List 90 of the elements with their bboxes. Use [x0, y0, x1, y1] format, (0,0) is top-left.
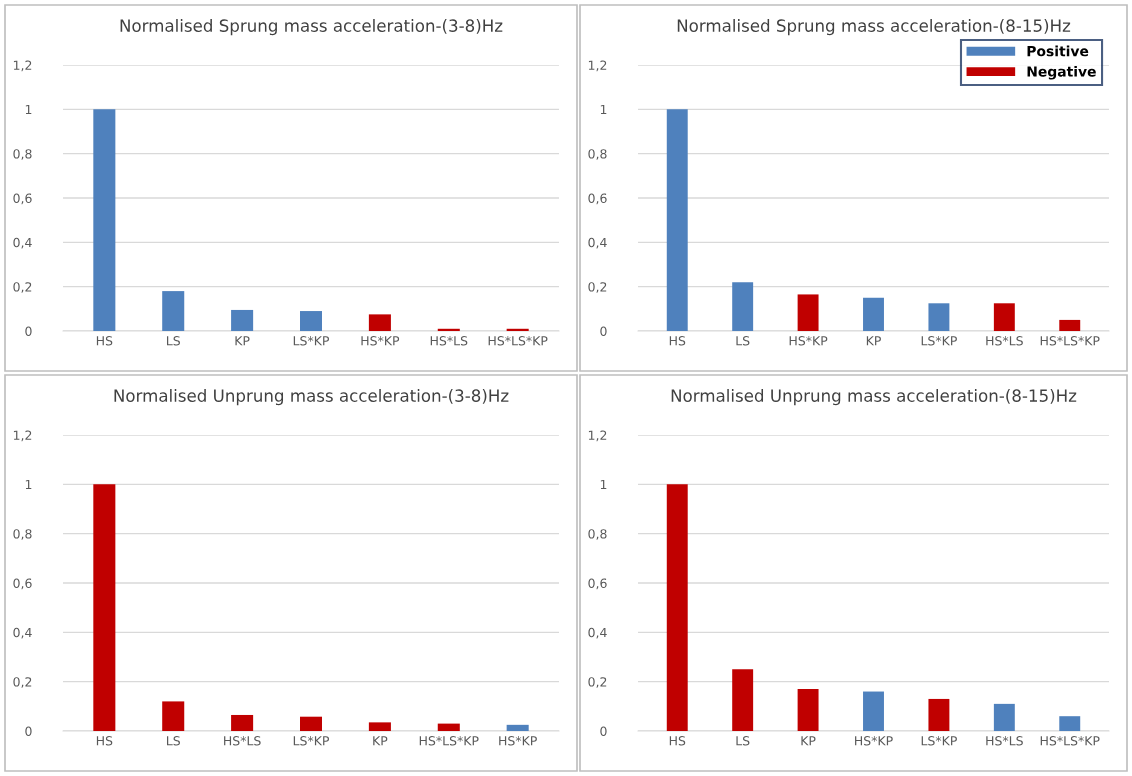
- bar: [863, 297, 884, 331]
- x-tick-label: HS*LS*KP: [488, 336, 548, 346]
- bar: [993, 703, 1015, 731]
- x-tick-label: HS*LS*KP: [1040, 736, 1100, 746]
- bar: [93, 109, 116, 331]
- y-tick-label: 0,4: [13, 237, 32, 249]
- y-tick-label: 0,8: [588, 149, 607, 160]
- bar: [993, 303, 1015, 331]
- y-tick-label: 0,4: [588, 627, 607, 639]
- bar: [666, 484, 688, 731]
- bar: [506, 328, 529, 331]
- x-tick-label: HS: [96, 336, 113, 346]
- bar: [797, 689, 819, 731]
- x-tick-label: HS*LS: [986, 336, 1023, 346]
- y-tick-label: 1: [600, 479, 607, 490]
- bar: [863, 691, 884, 731]
- bar: [1059, 319, 1081, 331]
- y-tick-label: 0,4: [13, 627, 32, 639]
- bar: [928, 303, 950, 331]
- bar: [231, 309, 254, 331]
- x-tick-label: HS*LS: [224, 736, 261, 746]
- x-tick-label: HS: [96, 736, 113, 746]
- x-tick-label: LS: [167, 336, 180, 346]
- chart-title: Normalised Unprung mass acceleration-(8-15)Hz: [671, 389, 1077, 406]
- y-tick-label: 1: [25, 104, 32, 115]
- bar: [732, 669, 754, 731]
- x-tick-label: LS: [736, 336, 750, 346]
- x-tick-label: HS*LS: [430, 336, 468, 346]
- x-tick-label: KP: [373, 736, 388, 746]
- x-tick-label: HS: [669, 336, 686, 346]
- x-tick-label: LS: [736, 736, 750, 746]
- chart-title: Normalised Sprung mass acceleration-(3-8)Hz: [120, 19, 503, 36]
- y-tick-label: 1,2: [588, 430, 607, 442]
- y-tick-label: 1: [600, 104, 607, 115]
- y-tick-label: 0: [600, 326, 607, 336]
- x-tick-label: LS*KP: [921, 336, 957, 346]
- y-tick-label: 1,2: [13, 60, 32, 72]
- x-tick-label: LS*KP: [921, 736, 957, 746]
- y-tick-label: 1,2: [13, 430, 32, 442]
- chart-title: Normalised Unprung mass acceleration-(3-8)Hz: [114, 389, 509, 406]
- y-tick-label: 0,2: [13, 282, 32, 293]
- bar: [368, 314, 391, 331]
- x-tick-label: HS*LS*KP: [1040, 336, 1100, 346]
- x-tick-label: LS*KP: [293, 336, 330, 346]
- y-tick-label: 0,6: [13, 193, 32, 205]
- bar: [1059, 716, 1081, 731]
- x-tick-label: HS*KP: [789, 336, 828, 346]
- y-tick-label: 0,2: [588, 282, 607, 293]
- y-tick-label: 1,2: [588, 60, 607, 72]
- y-tick-label: 0,6: [13, 578, 32, 590]
- legend-label: Positive: [1027, 45, 1089, 57]
- x-tick-label: LS*KP: [293, 736, 330, 746]
- x-tick-label: HS: [669, 736, 686, 746]
- y-tick-label: 1: [25, 479, 32, 490]
- y-tick-label: 0,6: [588, 193, 607, 205]
- y-tick-label: 0,6: [588, 578, 607, 590]
- y-tick-label: 0,8: [13, 149, 32, 160]
- x-tick-label: HS*KP: [499, 736, 537, 746]
- x-tick-label: KP: [235, 336, 250, 346]
- y-tick-label: 0,2: [588, 677, 607, 688]
- bar: [231, 714, 254, 731]
- bar: [928, 698, 950, 731]
- y-tick-label: 0,8: [13, 529, 32, 540]
- bar: [299, 716, 323, 731]
- bar: [93, 484, 116, 731]
- bar: [162, 291, 185, 331]
- bar: [437, 723, 460, 731]
- y-tick-label: 0: [600, 726, 607, 736]
- y-tick-label: 0: [25, 326, 32, 336]
- bar: [666, 109, 688, 331]
- y-tick-label: 0,4: [588, 237, 607, 249]
- y-tick-label: 0,2: [13, 677, 32, 688]
- x-tick-label: KP: [866, 336, 881, 346]
- y-tick-label: 0: [25, 726, 32, 736]
- x-tick-label: LS: [167, 736, 180, 746]
- x-tick-label: HS*LS: [986, 736, 1023, 746]
- x-tick-label: HS*KP: [855, 736, 893, 746]
- x-tick-label: KP: [801, 736, 816, 746]
- bar: [797, 294, 819, 331]
- bar: [299, 311, 323, 331]
- legend-label: Negative: [1027, 65, 1096, 80]
- bar: [732, 282, 754, 331]
- bar: [162, 701, 185, 731]
- x-tick-label: HS*LS*KP: [419, 736, 479, 746]
- x-tick-label: HS*KP: [361, 336, 400, 346]
- bar: [368, 722, 391, 731]
- bar: [506, 724, 529, 731]
- bar: [437, 328, 460, 331]
- y-tick-label: 0,8: [588, 529, 607, 540]
- chart-title: Normalised Sprung mass acceleration-(8-15)Hz: [677, 19, 1071, 36]
